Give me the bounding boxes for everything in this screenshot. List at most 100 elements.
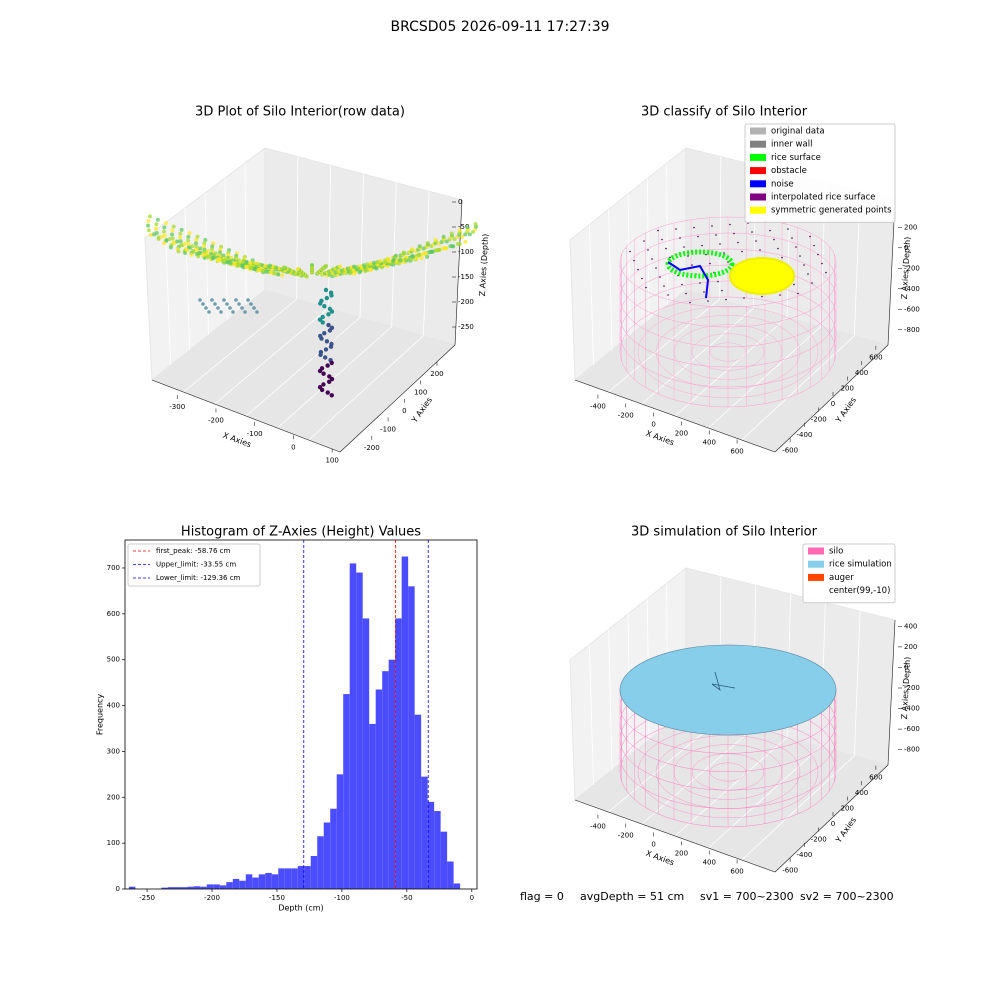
status-text: flag = 0 bbox=[520, 890, 564, 903]
decor-point bbox=[198, 298, 202, 302]
x-tick-label: -200 bbox=[618, 412, 634, 420]
pane-grid bbox=[608, 298, 720, 393]
decor-point bbox=[256, 267, 261, 272]
decor-point bbox=[329, 360, 334, 366]
legend-swatch bbox=[808, 560, 824, 568]
bar bbox=[421, 776, 428, 889]
decor-point bbox=[817, 253, 819, 256]
legend-swatch bbox=[750, 193, 766, 201]
decor-point bbox=[327, 374, 332, 379]
bar bbox=[453, 883, 461, 889]
decor-point bbox=[449, 231, 454, 236]
z-tick-label: -600 bbox=[904, 305, 920, 313]
legend-label: center(99,-10) bbox=[829, 586, 890, 596]
x-tick-label: -300 bbox=[169, 403, 185, 411]
axis-line bbox=[151, 379, 341, 453]
decor-point bbox=[769, 229, 771, 232]
decor-point bbox=[679, 237, 681, 239]
decor-point bbox=[162, 229, 167, 234]
decor-point bbox=[232, 262, 237, 267]
decor-point bbox=[260, 268, 265, 273]
decor-cloud bbox=[665, 249, 735, 279]
decor-point bbox=[267, 263, 272, 268]
decor-point bbox=[154, 226, 159, 231]
decor-point bbox=[318, 352, 323, 357]
decor-point bbox=[175, 239, 180, 244]
decor-point bbox=[163, 221, 168, 226]
decor-point bbox=[414, 256, 419, 261]
decor-point bbox=[276, 272, 281, 277]
bar bbox=[291, 868, 298, 889]
y-tick-label: 500 bbox=[107, 656, 120, 664]
decor-point bbox=[210, 256, 215, 261]
bar bbox=[395, 618, 402, 889]
decor-point bbox=[329, 393, 334, 398]
decor-point bbox=[737, 241, 739, 244]
decor-point bbox=[773, 238, 775, 241]
decor-point bbox=[755, 240, 757, 242]
z-tick-label: 200 bbox=[904, 643, 917, 651]
pane-grid bbox=[391, 182, 397, 327]
legend-label: Upper_limit: -33.55 cm bbox=[156, 561, 236, 569]
legend-swatch bbox=[750, 153, 766, 161]
pane-grid bbox=[608, 629, 613, 771]
z-tick-label: 400 bbox=[904, 622, 917, 630]
z-tick-label: -600 bbox=[904, 725, 920, 733]
decor-point bbox=[743, 297, 745, 299]
decor-point bbox=[154, 222, 159, 227]
decor-point bbox=[409, 247, 414, 252]
decor-point bbox=[659, 276, 661, 278]
y-tick-label: 200 bbox=[841, 385, 854, 393]
chart-title: Histogram of Z-Axies (Height) Values bbox=[181, 525, 421, 540]
bar bbox=[375, 689, 383, 889]
x-tick-label: -150 bbox=[269, 894, 285, 902]
decor-point bbox=[201, 249, 206, 254]
decor-point bbox=[202, 241, 207, 246]
decor-point bbox=[398, 258, 403, 263]
legend-box bbox=[127, 543, 261, 587]
pane-grid bbox=[588, 224, 594, 366]
z-tick-label: -200 bbox=[458, 298, 474, 306]
decor-wire bbox=[691, 753, 765, 791]
decor-point bbox=[310, 263, 314, 267]
decor-point bbox=[689, 301, 691, 304]
decor-point bbox=[326, 312, 331, 317]
decor-point bbox=[365, 264, 370, 269]
decor-point bbox=[705, 253, 707, 256]
decor-point bbox=[148, 232, 153, 237]
decor-point bbox=[195, 234, 200, 239]
decor-point bbox=[322, 331, 327, 336]
decor-point bbox=[176, 249, 181, 254]
bar bbox=[278, 868, 285, 889]
decor-point bbox=[327, 328, 333, 333]
pane-grid bbox=[224, 177, 228, 321]
x-tick-label: -400 bbox=[590, 823, 606, 831]
decor-point bbox=[637, 268, 639, 271]
decor-point bbox=[319, 336, 324, 341]
bar bbox=[447, 861, 454, 889]
decor-point bbox=[645, 286, 647, 289]
decor-point bbox=[167, 237, 172, 242]
legend-swatch bbox=[750, 127, 766, 135]
x-tick-label: -400 bbox=[590, 403, 606, 411]
bar bbox=[323, 822, 331, 889]
decor-point bbox=[295, 266, 300, 271]
legend-label: original data bbox=[771, 127, 825, 137]
decor-point bbox=[425, 241, 430, 246]
decor-point bbox=[813, 244, 815, 247]
decor-point bbox=[434, 248, 439, 253]
bar bbox=[440, 831, 448, 889]
decor-point bbox=[178, 231, 183, 236]
z-tick-label: -200 bbox=[904, 264, 920, 272]
y-tick-label: 200 bbox=[841, 805, 854, 813]
x-tick-label: 200 bbox=[675, 430, 688, 438]
decor-point bbox=[707, 300, 709, 302]
decor-point bbox=[222, 298, 226, 302]
decor-point bbox=[809, 235, 811, 238]
x-tick-label: 0 bbox=[291, 443, 295, 451]
decor-point bbox=[387, 259, 392, 264]
pane-grid bbox=[666, 163, 668, 306]
status-text: sv2 = 700~2300 bbox=[800, 890, 894, 903]
decor-point bbox=[205, 255, 210, 260]
decor-point bbox=[251, 261, 256, 266]
